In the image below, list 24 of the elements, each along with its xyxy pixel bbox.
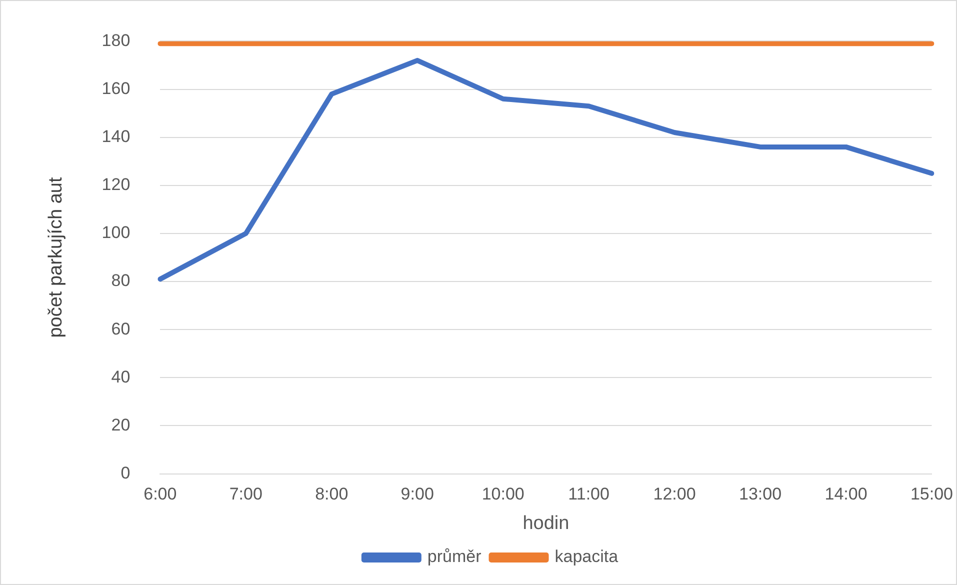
- legend-label: průměr: [427, 547, 482, 566]
- y-tick-label: 60: [111, 319, 130, 338]
- y-tick-label: 80: [111, 271, 130, 290]
- x-tick-label: 15:00: [910, 484, 954, 504]
- y-axis-title: počet parkujích aut: [46, 176, 67, 338]
- y-tick-label: 100: [102, 223, 130, 242]
- x-tick-label: 13:00: [738, 484, 782, 504]
- y-tick-label: 180: [102, 30, 130, 50]
- x-tick-label: 14:00: [824, 484, 868, 504]
- x-tick-label: 10:00: [482, 484, 524, 504]
- y-tick-label: 120: [102, 175, 130, 194]
- x-tick-label: 8:00: [315, 484, 348, 504]
- y-tick-label: 0: [120, 463, 130, 482]
- y-tick-label: 20: [111, 415, 130, 434]
- y-tick-label: 160: [102, 78, 130, 98]
- x-tick-label: 12:00: [653, 484, 696, 504]
- x-tick-label: 6:00: [144, 484, 177, 504]
- legend-label: kapacita: [554, 547, 619, 566]
- x-tick-label: 7:00: [229, 484, 262, 504]
- x-axis-title: hodin: [522, 512, 570, 534]
- y-tick-label: 140: [102, 127, 130, 146]
- x-tick-label: 9:00: [400, 484, 434, 504]
- x-tick-label: 11:00: [568, 484, 610, 504]
- y-tick-label: 40: [111, 367, 130, 386]
